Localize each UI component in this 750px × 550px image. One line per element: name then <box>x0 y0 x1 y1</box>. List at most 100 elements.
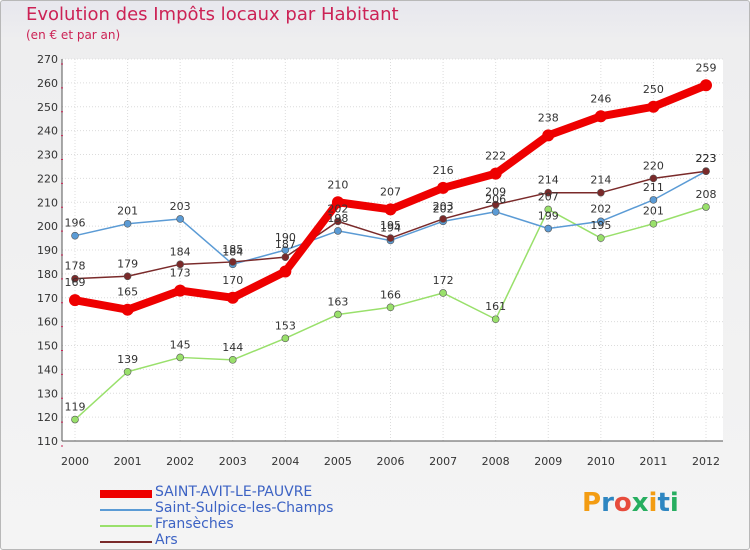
y-tick-label: 150 <box>37 340 58 353</box>
legend-label-saint-avit: SAINT-AVIT-LE-PAUVRE <box>155 484 313 500</box>
data-point <box>123 219 132 228</box>
x-tick-label: 2012 <box>692 455 720 468</box>
data-point <box>597 234 605 242</box>
data-point <box>174 284 187 297</box>
data-point <box>491 315 500 324</box>
y-tick-label: 120 <box>37 411 58 424</box>
data-label: 211 <box>643 181 664 194</box>
data-label: 222 <box>485 150 506 163</box>
data-point <box>702 167 710 176</box>
x-tick-label: 2010 <box>587 455 615 468</box>
y-tick-label: 130 <box>37 387 58 400</box>
data-label: 166 <box>380 288 401 301</box>
data-point <box>281 253 290 261</box>
data-point <box>123 367 132 376</box>
data-label: 119 <box>65 401 86 414</box>
data-point <box>228 356 237 364</box>
data-label: 190 <box>275 231 296 244</box>
data-label: 223 <box>696 152 717 165</box>
data-point <box>437 181 450 194</box>
data-point <box>123 272 132 281</box>
x-tick-label: 2009 <box>534 455 562 468</box>
data-label: 184 <box>170 245 191 258</box>
proxiti-logo: Proxiti <box>582 488 679 518</box>
data-label: 145 <box>170 338 191 351</box>
data-label: 214 <box>590 174 611 187</box>
data-point <box>702 203 710 211</box>
data-point <box>594 110 607 123</box>
y-tick-label: 250 <box>37 101 58 114</box>
y-tick-label: 110 <box>37 435 58 448</box>
x-tick-label: 2005 <box>324 455 352 468</box>
y-tick-label: 190 <box>37 244 58 257</box>
data-label: 210 <box>327 178 348 191</box>
data-point <box>281 334 290 343</box>
legend-label-saint-sulpice: Saint-Sulpice-les-Champs <box>155 500 334 516</box>
data-point <box>649 174 658 183</box>
x-tick-label: 2011 <box>639 455 667 468</box>
data-label: 195 <box>590 219 611 232</box>
data-label: 202 <box>327 202 348 215</box>
data-label: 153 <box>275 319 296 332</box>
logo-letter: i <box>669 488 679 518</box>
data-label: 199 <box>538 210 559 223</box>
data-label: 208 <box>696 188 717 201</box>
data-label: 187 <box>275 238 296 251</box>
data-label: 214 <box>538 174 559 187</box>
data-label: 201 <box>643 205 664 218</box>
data-label: 202 <box>590 202 611 215</box>
data-point <box>71 415 79 424</box>
data-label: 139 <box>117 353 138 366</box>
data-label: 206 <box>485 193 506 206</box>
data-label: 198 <box>327 212 348 225</box>
y-tick-label: 200 <box>37 220 58 233</box>
data-point <box>121 303 134 316</box>
data-point <box>544 224 553 233</box>
x-tick-label: 2008 <box>482 455 510 468</box>
chart-subtitle: (en € et par an) <box>26 28 121 42</box>
data-point <box>176 215 184 223</box>
data-point <box>386 303 395 312</box>
data-label: 223 <box>696 152 717 165</box>
x-tick-label: 2004 <box>271 455 299 468</box>
data-point <box>439 289 447 297</box>
logo-letter: x <box>631 488 649 518</box>
data-label: 144 <box>222 341 243 354</box>
data-label: 203 <box>170 200 191 213</box>
logo-letter: i <box>648 488 658 518</box>
x-tick-label: 2002 <box>166 455 194 468</box>
y-tick-label: 270 <box>37 53 58 66</box>
data-point <box>647 100 660 113</box>
data-point <box>439 215 447 223</box>
data-point <box>384 203 397 216</box>
x-tick-label: 2001 <box>114 455 142 468</box>
data-label: 246 <box>590 92 611 105</box>
data-label: 173 <box>170 267 191 280</box>
data-point <box>71 274 79 283</box>
y-tick-label: 230 <box>37 149 58 162</box>
data-point <box>176 353 184 362</box>
data-point <box>331 196 344 209</box>
chart-title: Evolution des Impôts locaux par Habitant <box>26 4 399 25</box>
y-tick-label: 140 <box>37 363 58 376</box>
x-tick-label: 2006 <box>377 455 405 468</box>
data-label: 163 <box>327 295 348 308</box>
data-label: 207 <box>538 190 559 203</box>
y-tick-label: 240 <box>37 125 58 138</box>
data-label: 194 <box>380 221 401 234</box>
y-tick-label: 260 <box>37 77 58 90</box>
data-label: 202 <box>433 202 454 215</box>
logo-letter: o <box>613 488 632 518</box>
data-point <box>279 265 292 278</box>
data-label: 216 <box>433 164 454 177</box>
data-point <box>226 291 239 304</box>
data-point <box>544 205 553 214</box>
data-point <box>649 219 658 228</box>
data-label: 259 <box>696 61 717 74</box>
data-point <box>597 217 605 226</box>
y-tick-label: 210 <box>37 196 58 209</box>
data-label: 169 <box>65 276 86 289</box>
data-label: 209 <box>485 186 506 199</box>
logo-letter: t <box>657 488 670 518</box>
